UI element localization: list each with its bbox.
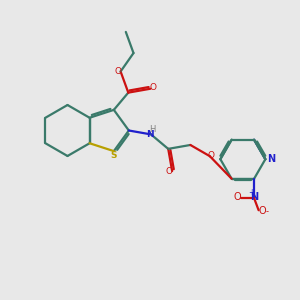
Text: +: + xyxy=(248,188,255,197)
Text: O: O xyxy=(165,167,172,176)
Text: N: N xyxy=(250,192,258,202)
Text: O: O xyxy=(233,192,241,202)
Text: S: S xyxy=(111,151,117,160)
Text: O: O xyxy=(114,67,121,76)
Text: -: - xyxy=(266,207,268,216)
Text: O: O xyxy=(208,151,215,160)
Text: O: O xyxy=(258,206,266,216)
Text: N: N xyxy=(147,130,154,139)
Text: H: H xyxy=(149,125,155,134)
Text: N: N xyxy=(267,154,275,164)
Text: O: O xyxy=(149,83,156,92)
